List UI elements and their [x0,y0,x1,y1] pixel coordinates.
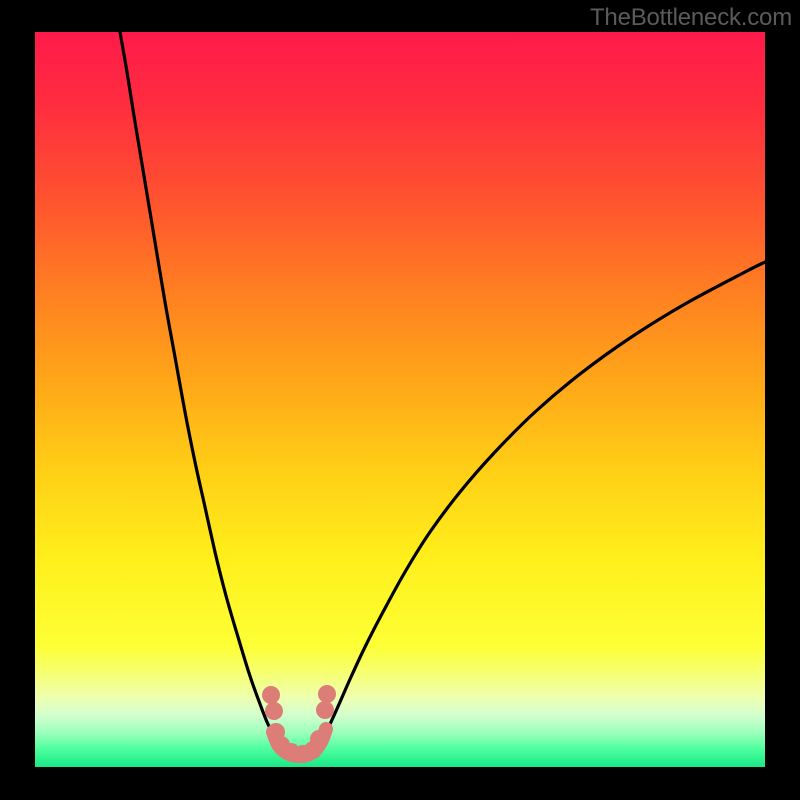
chart-svg [0,0,800,800]
watermark-text: TheBottleneck.com [590,4,792,32]
marker-point [265,702,283,720]
marker-point [262,686,280,704]
marker-point [316,701,334,719]
canvas: TheBottleneck.com [0,0,800,800]
curve-right [325,262,765,734]
marker-point [318,685,336,703]
curve-left [120,32,273,734]
marker-point [310,730,328,748]
